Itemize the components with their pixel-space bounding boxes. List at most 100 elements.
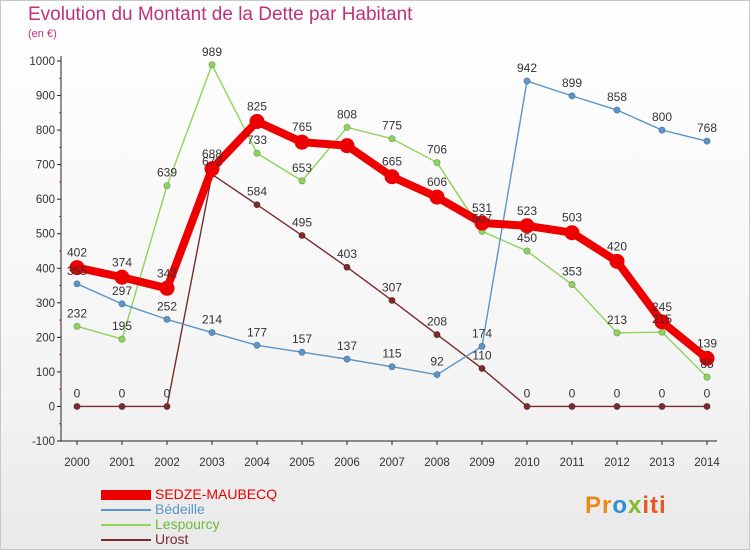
data-point-urost [478, 364, 486, 372]
data-label-bedeille: 137 [337, 339, 357, 353]
data-label-lespourcy: 706 [427, 143, 447, 157]
legend-swatch-bedeille [101, 508, 151, 511]
legend-item-lespourcy: Lespourcy [101, 517, 220, 532]
x-tick-label: 2013 [649, 457, 675, 469]
legend-label-urost: Urost [155, 531, 189, 547]
data-point-sedze-maubecq [519, 218, 535, 234]
data-label-lespourcy: 775 [382, 119, 402, 133]
data-point-bedeille [568, 92, 576, 100]
data-label-urost: 0 [659, 386, 666, 400]
legend-item-bedeille: Bédeille [101, 502, 205, 517]
data-label-bedeille: 174 [472, 326, 492, 340]
y-tick-label: 600 [36, 194, 55, 206]
data-label-sedze-maubecq: 825 [247, 99, 267, 113]
data-point-bedeille [658, 126, 666, 134]
data-point-sedze-maubecq [294, 134, 310, 150]
data-point-lespourcy [388, 135, 396, 143]
data-point-urost [388, 296, 396, 304]
data-label-sedze-maubecq: 606 [427, 175, 447, 189]
data-point-bedeille [208, 329, 216, 337]
data-point-sedze-maubecq [69, 260, 85, 276]
legend-item-sedze-maubecq: SEDZE-MAUBECQ [101, 487, 277, 502]
data-point-lespourcy [298, 177, 306, 185]
x-tick-label: 2007 [379, 457, 405, 469]
chart-unit: (en €) [28, 28, 57, 40]
y-tick-label: 800 [36, 125, 55, 137]
data-label-lespourcy: 808 [337, 107, 357, 121]
data-point-bedeille [433, 371, 441, 379]
data-label-lespourcy: 215 [652, 312, 672, 326]
data-point-lespourcy [343, 123, 351, 131]
data-label-sedze-maubecq: 342 [157, 266, 177, 280]
data-label-bedeille: 858 [607, 90, 627, 104]
data-label-lespourcy: 989 [202, 45, 222, 59]
data-label-bedeille: 800 [652, 110, 672, 124]
legend-swatch-sedze-maubecq [101, 489, 151, 500]
x-tick-label: 2012 [604, 457, 630, 469]
data-label-bedeille: 252 [157, 299, 177, 313]
data-label-urost: 672 [202, 154, 222, 168]
data-label-lespourcy: 653 [292, 161, 312, 175]
data-label-sedze-maubecq: 139 [697, 336, 717, 350]
data-label-lespourcy: 450 [517, 231, 537, 245]
data-point-urost [433, 331, 441, 339]
data-label-lespourcy: 353 [562, 265, 582, 279]
data-label-lespourcy: 213 [607, 313, 627, 327]
data-label-sedze-maubecq: 665 [382, 155, 402, 169]
data-point-urost [523, 402, 531, 410]
x-tick-label: 2008 [424, 457, 450, 469]
y-tick-label: 300 [36, 298, 55, 310]
data-point-sedze-maubecq [384, 169, 400, 185]
data-label-urost: 403 [337, 247, 357, 261]
data-point-sedze-maubecq [699, 350, 715, 366]
proxiti-logo: Proxiti [585, 492, 667, 519]
data-point-urost [298, 231, 306, 239]
data-point-sedze-maubecq [249, 113, 265, 129]
data-label-bedeille: 899 [562, 76, 582, 90]
data-label-bedeille: 115 [382, 347, 401, 361]
data-point-urost [568, 402, 576, 410]
data-label-lespourcy: 195 [112, 319, 132, 333]
data-point-lespourcy [613, 329, 621, 337]
data-label-urost: 0 [74, 386, 81, 400]
x-tick-label: 2003 [199, 457, 225, 469]
y-tick-label: 1000 [29, 56, 55, 68]
data-label-lespourcy: 733 [247, 133, 267, 147]
data-label-urost: 0 [569, 386, 576, 400]
data-label-bedeille: 768 [697, 121, 717, 135]
data-point-lespourcy [658, 328, 666, 336]
x-tick-label: 2002 [154, 457, 180, 469]
data-point-lespourcy [433, 159, 441, 167]
data-point-lespourcy [568, 281, 576, 289]
data-label-urost: 0 [164, 386, 171, 400]
x-tick-label: 2000 [64, 457, 90, 469]
data-point-urost [253, 201, 261, 209]
y-tick-label: 700 [36, 160, 55, 172]
data-point-urost [703, 402, 711, 410]
data-label-sedze-maubecq: 402 [67, 246, 87, 260]
data-label-urost: 307 [382, 280, 402, 294]
data-label-sedze-maubecq: 374 [112, 255, 132, 269]
data-point-bedeille [343, 355, 351, 363]
data-point-sedze-maubecq [339, 138, 355, 154]
data-point-lespourcy [208, 61, 216, 69]
data-point-sedze-maubecq [564, 225, 580, 241]
data-label-bedeille: 92 [430, 355, 444, 369]
data-label-bedeille: 214 [202, 313, 222, 327]
data-point-bedeille [73, 280, 81, 288]
data-point-bedeille [613, 106, 621, 114]
data-point-sedze-maubecq [204, 161, 220, 177]
data-label-sedze-maubecq: 420 [607, 239, 627, 253]
y-tick-label: 500 [36, 229, 55, 241]
data-label-urost: 0 [524, 386, 531, 400]
data-label-bedeille: 942 [517, 61, 537, 75]
data-label-urost: 110 [472, 348, 491, 362]
data-point-sedze-maubecq [159, 280, 175, 296]
data-label-urost: 0 [119, 386, 126, 400]
data-label-lespourcy: 232 [67, 306, 87, 320]
data-label-lespourcy: 85 [700, 357, 714, 371]
data-point-sedze-maubecq [474, 215, 490, 231]
data-point-bedeille [523, 77, 531, 85]
legend-label-sedze-maubecq: SEDZE-MAUBECQ [155, 486, 278, 502]
